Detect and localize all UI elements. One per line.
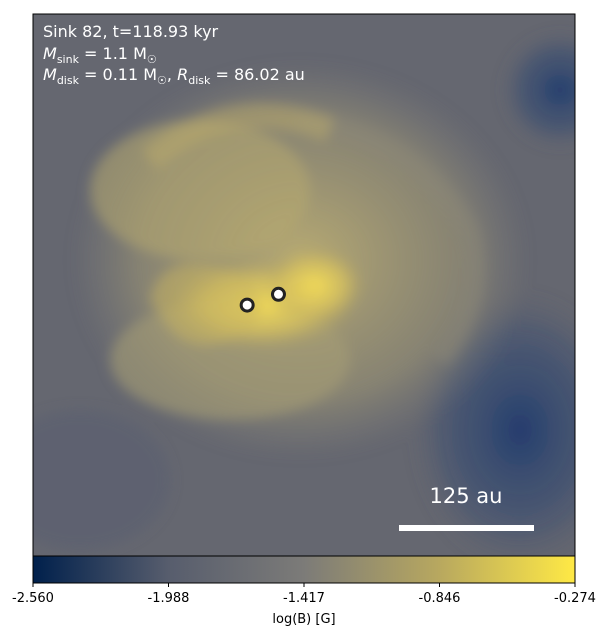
mdisk-subscript: disk (57, 74, 80, 87)
sink-circle (270, 286, 286, 302)
rdisk-symbol: R (177, 65, 188, 84)
sink-circle (239, 297, 255, 313)
mdisk-value: = 0.11 M (79, 65, 157, 84)
colorbar (32, 555, 576, 584)
msink-symbol: M (43, 44, 57, 63)
colorbar-tick-label: -1.417 (283, 591, 325, 606)
colorbar-ticks: -2.560 -1.988 -1.417 -0.846 -0.274 (12, 583, 596, 606)
annotation-title: Sink 82, t=118.93 kyr (43, 22, 219, 41)
scale-bar (399, 525, 534, 531)
rdisk-subscript: disk (188, 74, 211, 87)
colorbar-tick-label: -2.560 (12, 591, 54, 606)
colorbar-label: log(B) [G] (272, 612, 335, 627)
scale-bar-label: 125 au (430, 484, 503, 508)
mdisk-separator: , (167, 65, 177, 84)
sink-markers (239, 286, 286, 313)
annotation-disk: Mdisk = 0.11 M☉, Rdisk = 86.02 au (43, 65, 305, 87)
colorbar-tick-label: -0.274 (554, 591, 596, 606)
msink-value: = 1.1 M (79, 44, 147, 63)
mdisk-solar-symbol: ☉ (157, 74, 167, 87)
msink-solar-symbol: ☉ (147, 53, 157, 66)
mdisk-symbol: M (43, 65, 57, 84)
sink-primary-marker (239, 297, 255, 313)
rdisk-value: = 86.02 au (210, 65, 304, 84)
sink-companion-marker (270, 286, 286, 302)
msink-subscript: sink (57, 53, 80, 66)
colorbar-tick-label: -0.846 (419, 591, 461, 606)
colorbar-tick-label: -1.988 (148, 591, 190, 606)
annotation-sink-mass: Msink = 1.1 M☉ (43, 44, 157, 66)
field-structure (33, 30, 575, 556)
map-panel (33, 14, 575, 556)
